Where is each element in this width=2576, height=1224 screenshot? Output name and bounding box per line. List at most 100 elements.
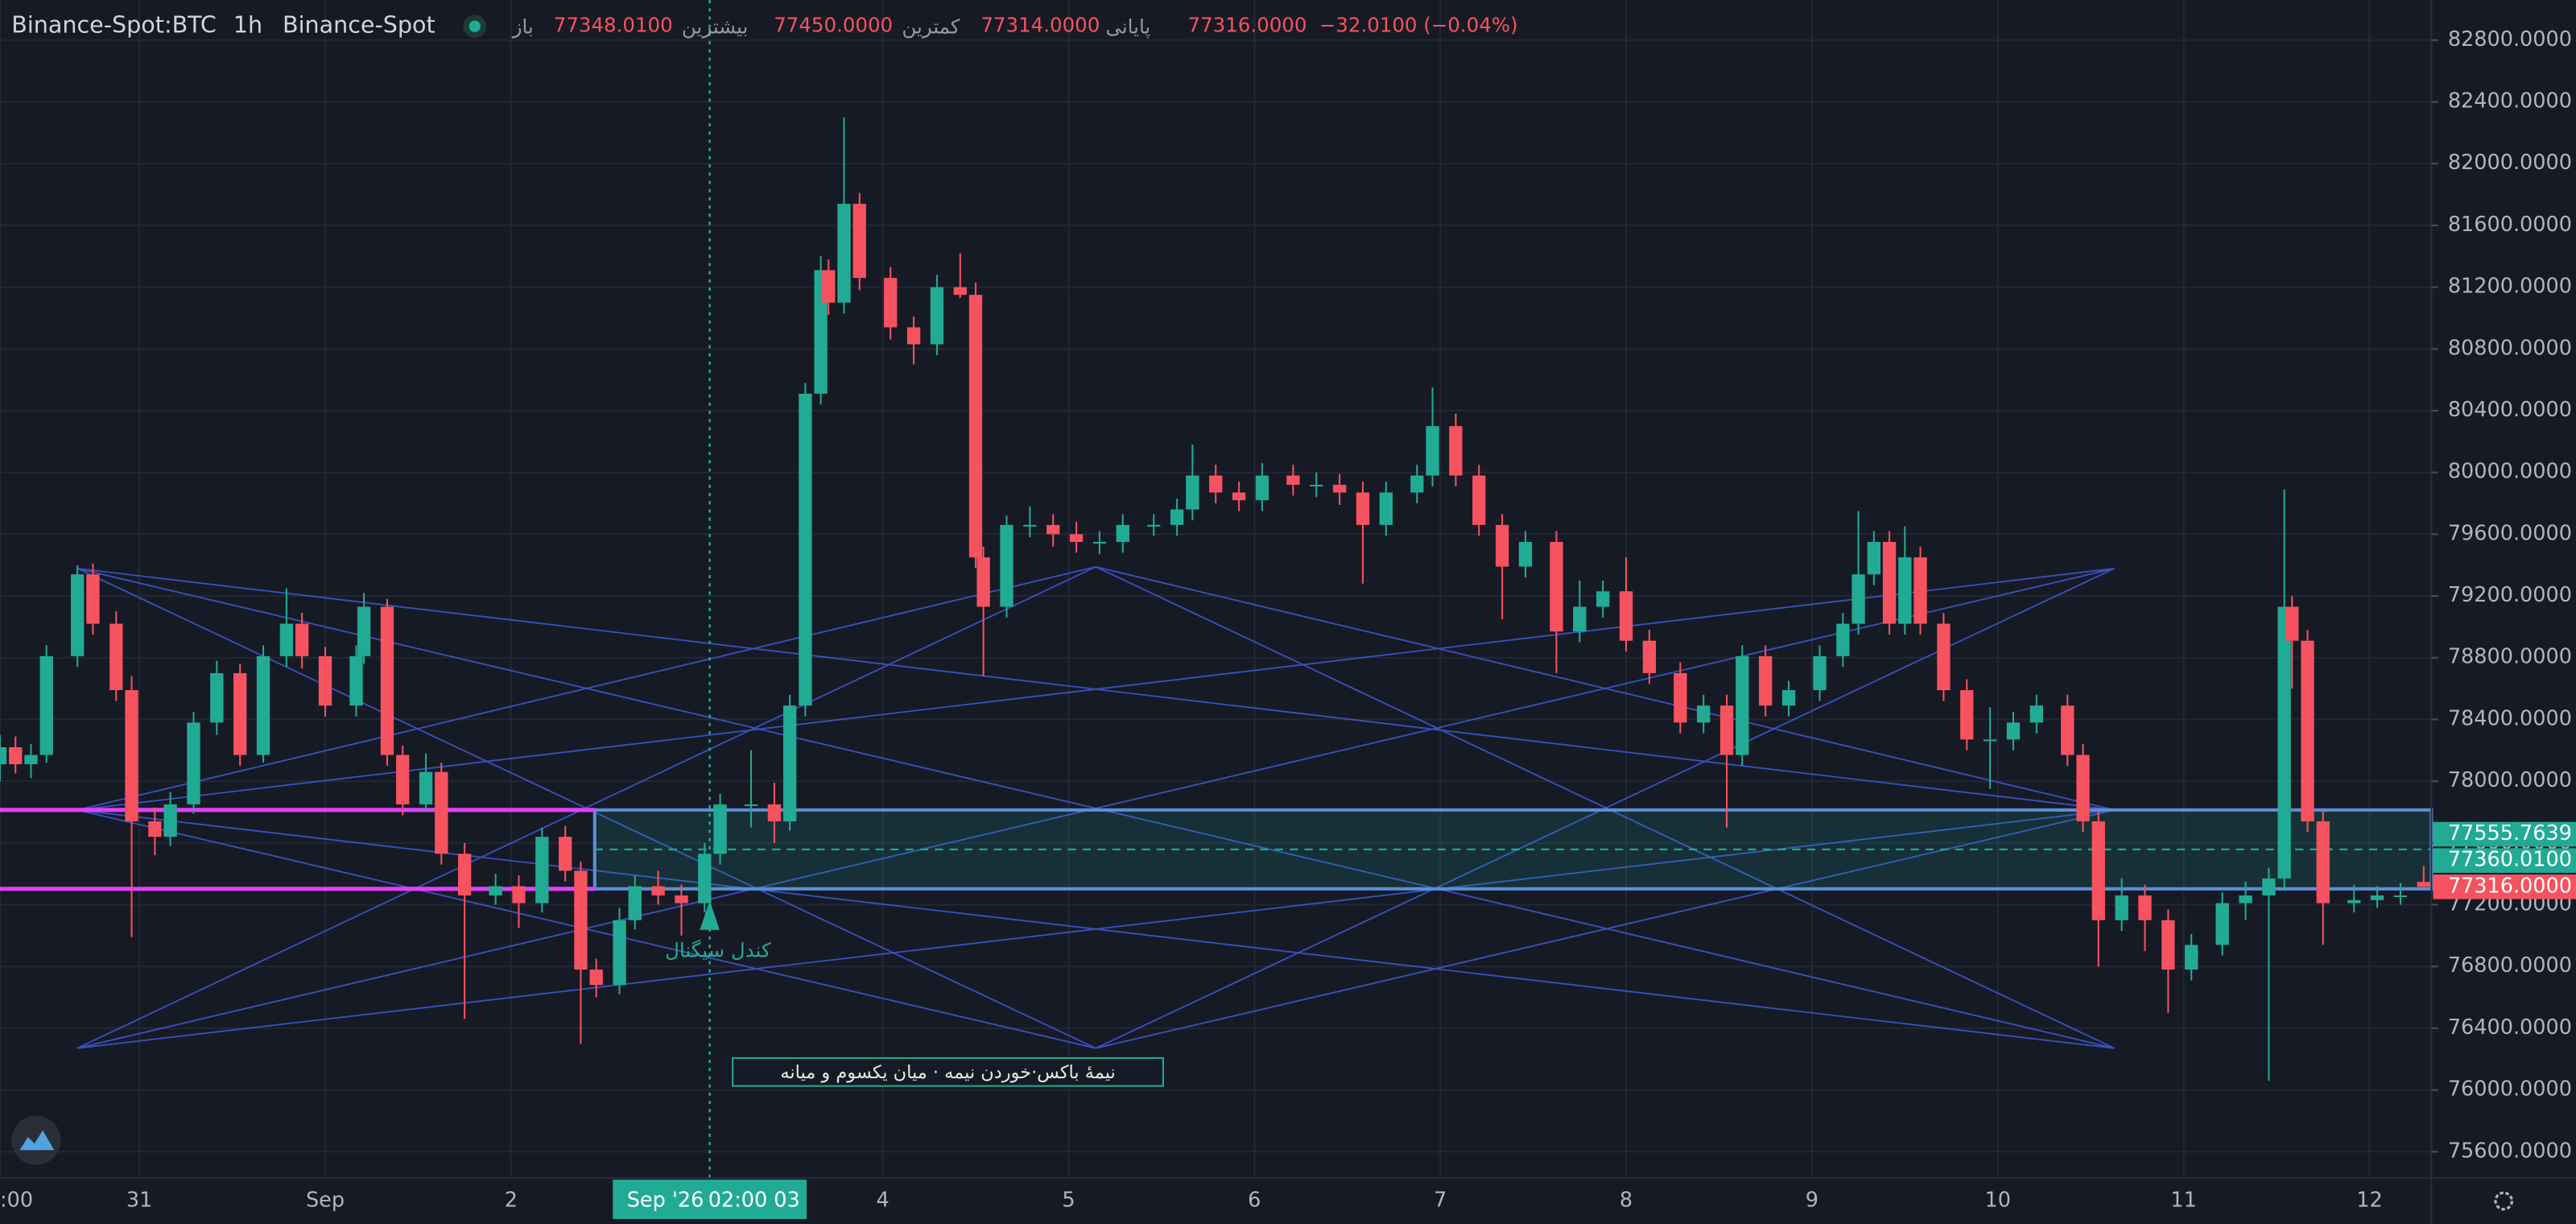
- candle-body: [1697, 705, 1711, 723]
- candle-body: [628, 886, 642, 920]
- candle-body: [651, 886, 665, 896]
- x-tick-label: Sep: [306, 1188, 345, 1212]
- candle-body: [767, 804, 782, 821]
- x-tick-label: 2: [505, 1188, 518, 1212]
- legend-label: بیشترین: [682, 15, 748, 39]
- candle-body: [559, 837, 572, 871]
- y-tick-label: 80400.0000: [2448, 398, 2572, 422]
- candle-body: [2370, 895, 2384, 900]
- candle-body: [1046, 524, 1060, 535]
- y-axis: 75600.0000 76000.0000 76400.0000 76800.0000…: [2431, 27, 2576, 1163]
- logo[interactable]: [11, 1115, 61, 1165]
- x-tick-label: :00: [0, 1188, 33, 1212]
- candle-body: [1472, 475, 1486, 525]
- candle-body: [0, 746, 7, 765]
- candle-body: [2006, 722, 2021, 740]
- exchange: Binance-Spot: [283, 11, 436, 39]
- candle-body: [1209, 475, 1223, 493]
- candle-body: [1147, 524, 1161, 527]
- candle-body: [1642, 640, 1657, 673]
- candle-body: [1913, 557, 1927, 624]
- symbol: Binance-Spot:BTC: [11, 11, 217, 39]
- candle-body: [295, 623, 309, 656]
- candle-body: [1255, 475, 1269, 501]
- legend-value: 77450.0000: [774, 14, 893, 37]
- candle-body: [1410, 475, 1424, 493]
- candle-body: [1092, 541, 1107, 544]
- candle-body: [1852, 574, 1865, 624]
- candle-body: [1426, 426, 1439, 476]
- price-label-bg: [2433, 848, 2576, 873]
- candle-body: [279, 623, 294, 656]
- y-tick-label: 75600.0000: [2448, 1139, 2572, 1163]
- candle-body: [2215, 903, 2229, 945]
- candle-body: [1882, 541, 1897, 624]
- candle-body: [1983, 739, 1997, 742]
- candle-body: [1719, 705, 1734, 755]
- candle-body: [71, 574, 85, 656]
- candle-body: [744, 804, 758, 806]
- candle-body: [148, 821, 162, 837]
- candle-body: [1736, 655, 1749, 755]
- price-label: 77555.7639: [2448, 821, 2572, 846]
- candle-body: [535, 837, 549, 904]
- candle-body: [109, 623, 123, 691]
- candle-body: [163, 804, 177, 837]
- x-tick-label: 11: [2170, 1188, 2196, 1212]
- candle-body: [1836, 623, 1850, 656]
- candle-body: [2061, 705, 2074, 755]
- candle-body: [1186, 475, 1199, 510]
- y-tick-label: 82000.0000: [2448, 151, 2572, 175]
- y-tick-label: 79200.0000: [2448, 583, 2572, 607]
- legend-label: پایانی: [1105, 15, 1150, 39]
- candle-body: [822, 270, 836, 303]
- candle-body: [1023, 524, 1037, 527]
- settings-icon[interactable]: [2494, 1191, 2514, 1211]
- candle-body: [86, 574, 100, 624]
- price-label: 77360.0100: [2448, 848, 2572, 872]
- note-box: [732, 1057, 1164, 1087]
- candle-body: [1550, 541, 1563, 632]
- candle-body: [2091, 821, 2105, 920]
- candle-body: [1781, 690, 1796, 706]
- candle-body: [1379, 492, 1393, 525]
- candle-body: [976, 557, 990, 607]
- candle-body: [1495, 524, 1509, 567]
- price-label-bg: [2433, 821, 2576, 847]
- candle-body: [2115, 895, 2128, 920]
- x-tick-label: 5: [1062, 1188, 1075, 1212]
- candle-body: [1000, 524, 1013, 607]
- candle-body: [2185, 945, 2198, 970]
- candle-body: [357, 606, 371, 656]
- candle-body: [2417, 882, 2430, 887]
- candle-body: [852, 204, 866, 279]
- candle-body: [1596, 591, 1610, 607]
- candle-body: [698, 854, 712, 904]
- x-tick-label: 8: [1620, 1188, 1633, 1212]
- candle-body: [210, 672, 224, 723]
- interval: 1h: [233, 11, 262, 39]
- candle-body: [799, 393, 812, 706]
- fan-lines: [76, 565, 2115, 1049]
- candle-body: [2161, 920, 2175, 970]
- price-label-bg: [2433, 874, 2576, 899]
- crosshair-label-bg: [613, 1179, 807, 1219]
- candle-body: [1960, 690, 1974, 740]
- x-tick-label: 10: [1985, 1188, 2011, 1212]
- candle-body: [2138, 895, 2152, 920]
- candle-body: [675, 895, 688, 904]
- y-tick-label: 78400.0000: [2448, 706, 2572, 730]
- legend-label: کمترین: [902, 15, 960, 39]
- candle-body: [782, 705, 797, 821]
- x-tick-label: 6: [1248, 1188, 1261, 1212]
- candle-body: [1758, 655, 1773, 706]
- candle-body: [1232, 492, 1246, 501]
- legend-value: 77316.0000: [1188, 14, 1307, 37]
- candle-body: [187, 722, 200, 804]
- candle-body: [1518, 541, 1533, 567]
- change: −32.0100 (−0.04%): [1319, 14, 1518, 37]
- candle-body: [2347, 899, 2361, 904]
- candle-body: [930, 287, 944, 345]
- candle-body: [1674, 672, 1687, 723]
